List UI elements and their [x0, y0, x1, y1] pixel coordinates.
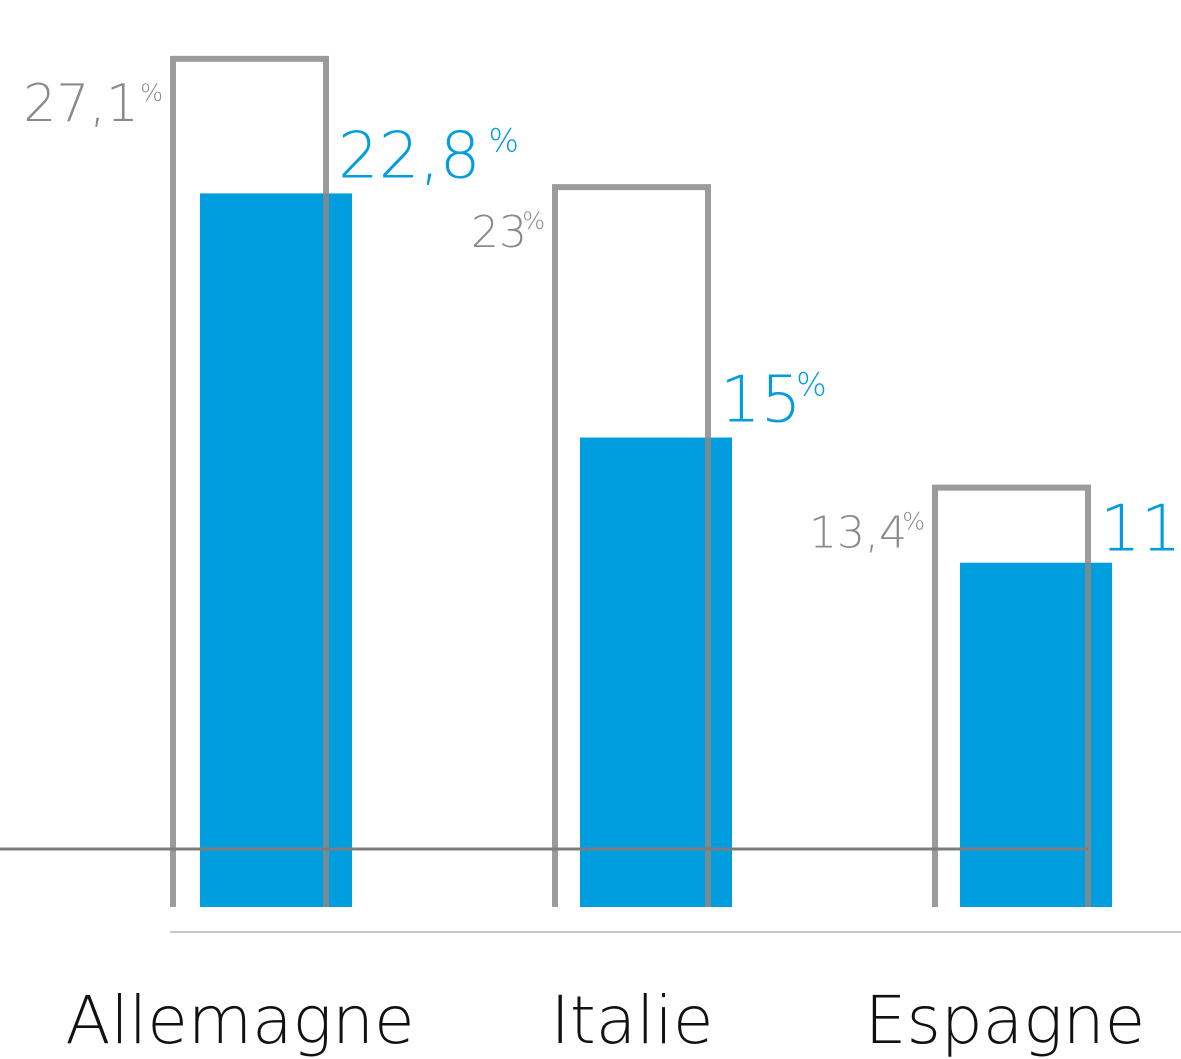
bars-layer — [170, 55, 1112, 907]
category-label-espagne: Espagne — [865, 982, 1145, 1059]
bar-outline-espagne — [932, 484, 1091, 907]
percent-sign-filled-italie: % — [796, 366, 826, 404]
bar-outline-allemagne — [170, 55, 329, 907]
percent-sign-outline-espagne: % — [902, 508, 925, 536]
value-labels-layer: 27,1 %22,8 %23%15%13,4% 11 — [23, 74, 1181, 567]
value-label-outline-espagne: 13,4 — [809, 508, 907, 559]
value-label-filled-espagne: 11 — [1100, 493, 1181, 567]
percent-sign-outline-italie: % — [522, 207, 545, 235]
category-label-italie: Italie — [550, 982, 713, 1059]
category-label-allemagne: Allemagne — [65, 982, 414, 1059]
category-labels-layer: Allemagne Italie Espagne — [65, 982, 1145, 1059]
value-label-filled-italie: 15 — [720, 364, 801, 438]
bar-filled-allemagne — [200, 193, 352, 907]
percent-sign-outline-allemagne: % — [140, 79, 163, 107]
bar-outline-italie — [552, 184, 711, 907]
percent-sign-filled-allemagne: % — [488, 121, 518, 159]
value-label-outline-italie: 23 — [471, 207, 527, 258]
value-label-filled-allemagne: 22,8 — [338, 119, 481, 193]
value-label-outline-allemagne: 27,1 — [23, 74, 139, 134]
